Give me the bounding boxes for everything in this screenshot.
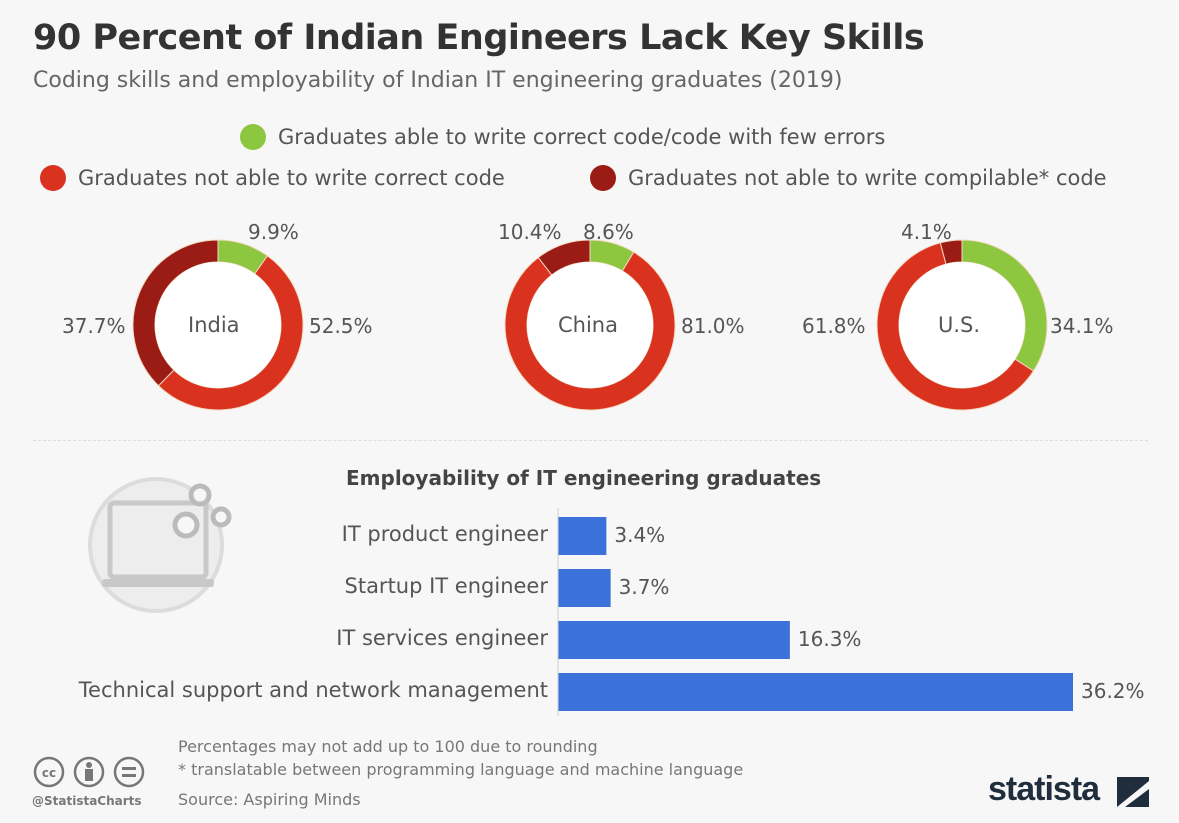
chart-title: 90 Percent of Indian Engineers Lack Key … [33,18,925,58]
donut-charts [132,239,1048,411]
value-label: 34.1% [1050,314,1114,338]
value-label: 52.5% [309,314,373,338]
bar [558,569,611,607]
creative-commons-icons[interactable]: cc [32,755,152,789]
bar-value-label: 36.2% [1081,679,1145,703]
legend-item-incorrect: Graduates not able to write correct code [40,165,505,191]
bar-chart-title: Employability of IT engineering graduate… [346,466,822,490]
legend-item-correct: Graduates able to write correct code/cod… [240,124,885,150]
chart-subtitle: Coding skills and employability of India… [33,68,843,93]
legend-item-noncompilable: Graduates not able to write compilable* … [590,165,1107,191]
bar-category-label: Startup IT engineer [344,574,549,598]
legend-label: Graduates not able to write correct code [78,166,505,190]
donut-hole [899,262,1025,388]
bar-value-label: 3.4% [614,523,666,547]
footnote-compilable: * translatable between programming langu… [178,760,744,779]
legend-label: Graduates able to write correct code/cod… [278,125,886,149]
bar-category-label: IT product engineer [341,522,548,546]
source: Source: Aspiring Minds [178,790,361,809]
value-label: 61.8% [802,314,866,338]
legend-label: Graduates not able to write compilable* … [628,166,1107,190]
footnote-rounding: Percentages may not add up to 100 due to… [178,737,598,756]
logo-text: statista [988,770,1100,808]
value-label: 81.0% [681,314,745,338]
legend-swatch [240,124,266,150]
bar-category-label: IT services engineer [336,626,548,650]
legend-swatch [40,165,66,191]
value-label: 9.9% [248,220,299,244]
value-label: 8.6% [583,220,634,244]
legend-swatch [590,165,616,191]
bar [558,621,790,659]
laptop-gears-icon [88,477,232,613]
donut-label-us: U.S. [938,313,981,337]
statista-logo[interactable]: statista [988,770,1100,809]
divider [33,440,1148,441]
donut-hole [155,262,281,388]
svg-text:cc: cc [42,766,56,780]
value-label: 4.1% [901,220,952,244]
donut-hole [527,262,653,388]
donut-label-china: China [558,313,618,337]
value-label: 37.7% [62,314,126,338]
bar [558,673,1073,711]
value-label: 10.4% [498,220,562,244]
social-handle[interactable]: @StatistaCharts [32,794,142,808]
bar-category-label: Technical support and network management [78,678,548,702]
statista-logo-mark-icon [1117,777,1149,807]
donut-label-india: India [188,313,240,337]
bar-chart [557,508,1073,716]
bar-value-label: 3.7% [618,575,670,599]
bar [558,517,607,555]
bar-value-label: 16.3% [797,627,862,651]
